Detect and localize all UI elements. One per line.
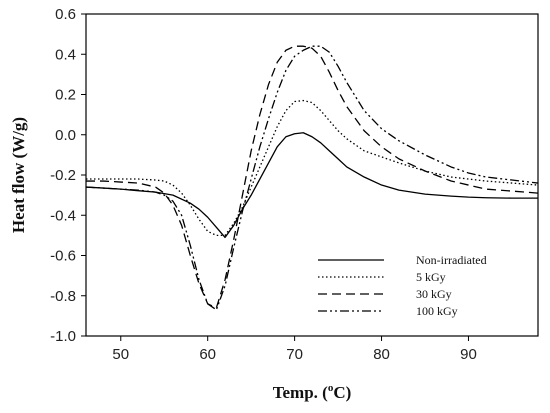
y-tick-label: 0.4 bbox=[55, 46, 76, 63]
x-tick-label: 70 bbox=[286, 346, 303, 363]
y-tick-label: 0.2 bbox=[55, 87, 76, 104]
x-axis-title-suffix: C) bbox=[333, 383, 351, 402]
axis-ticks: 50 60 70 80 90 -1.0 -0.8 -0.6 -0.4 -0.2 0.0 0.2 0.4 0… bbox=[50, 6, 477, 363]
legend: Non-irradiated 5 kGy 30 kGy 100 kGy bbox=[318, 253, 487, 318]
series-layer bbox=[85, 45, 539, 311]
x-axis-title-prefix: Temp. ( bbox=[273, 383, 328, 402]
y-tick-label: -0.8 bbox=[50, 288, 76, 305]
series-line-1 bbox=[86, 99, 539, 237]
x-axis-title-sup: o bbox=[328, 382, 334, 394]
y-tick-label: -0.4 bbox=[50, 207, 76, 224]
y-tick-label: 0.0 bbox=[55, 127, 76, 144]
series-line-2 bbox=[86, 45, 539, 309]
legend-label-3: 100 kGy bbox=[416, 304, 458, 318]
legend-label-0: Non-irradiated bbox=[416, 253, 487, 267]
x-tick-label: 50 bbox=[112, 346, 129, 363]
y-axis-title: Heat flow (W/g) bbox=[9, 117, 28, 233]
x-tick-label: 90 bbox=[460, 346, 477, 363]
series-line-3 bbox=[85, 45, 539, 311]
legend-label-1: 5 kGy bbox=[416, 270, 446, 284]
y-tick-label: -1.0 bbox=[50, 328, 76, 345]
series-line-0 bbox=[85, 132, 538, 239]
x-axis-title: Temp. (oC) bbox=[273, 382, 352, 402]
y-tick-label: 0.6 bbox=[55, 6, 76, 23]
x-tick-label: 60 bbox=[199, 346, 216, 363]
plot-frame bbox=[85, 13, 539, 337]
y-tick-label: -0.2 bbox=[50, 167, 76, 184]
legend-label-2: 30 kGy bbox=[416, 287, 452, 301]
x-tick-label: 80 bbox=[373, 346, 390, 363]
y-tick-label: -0.6 bbox=[50, 248, 76, 265]
plot-area bbox=[85, 13, 539, 337]
